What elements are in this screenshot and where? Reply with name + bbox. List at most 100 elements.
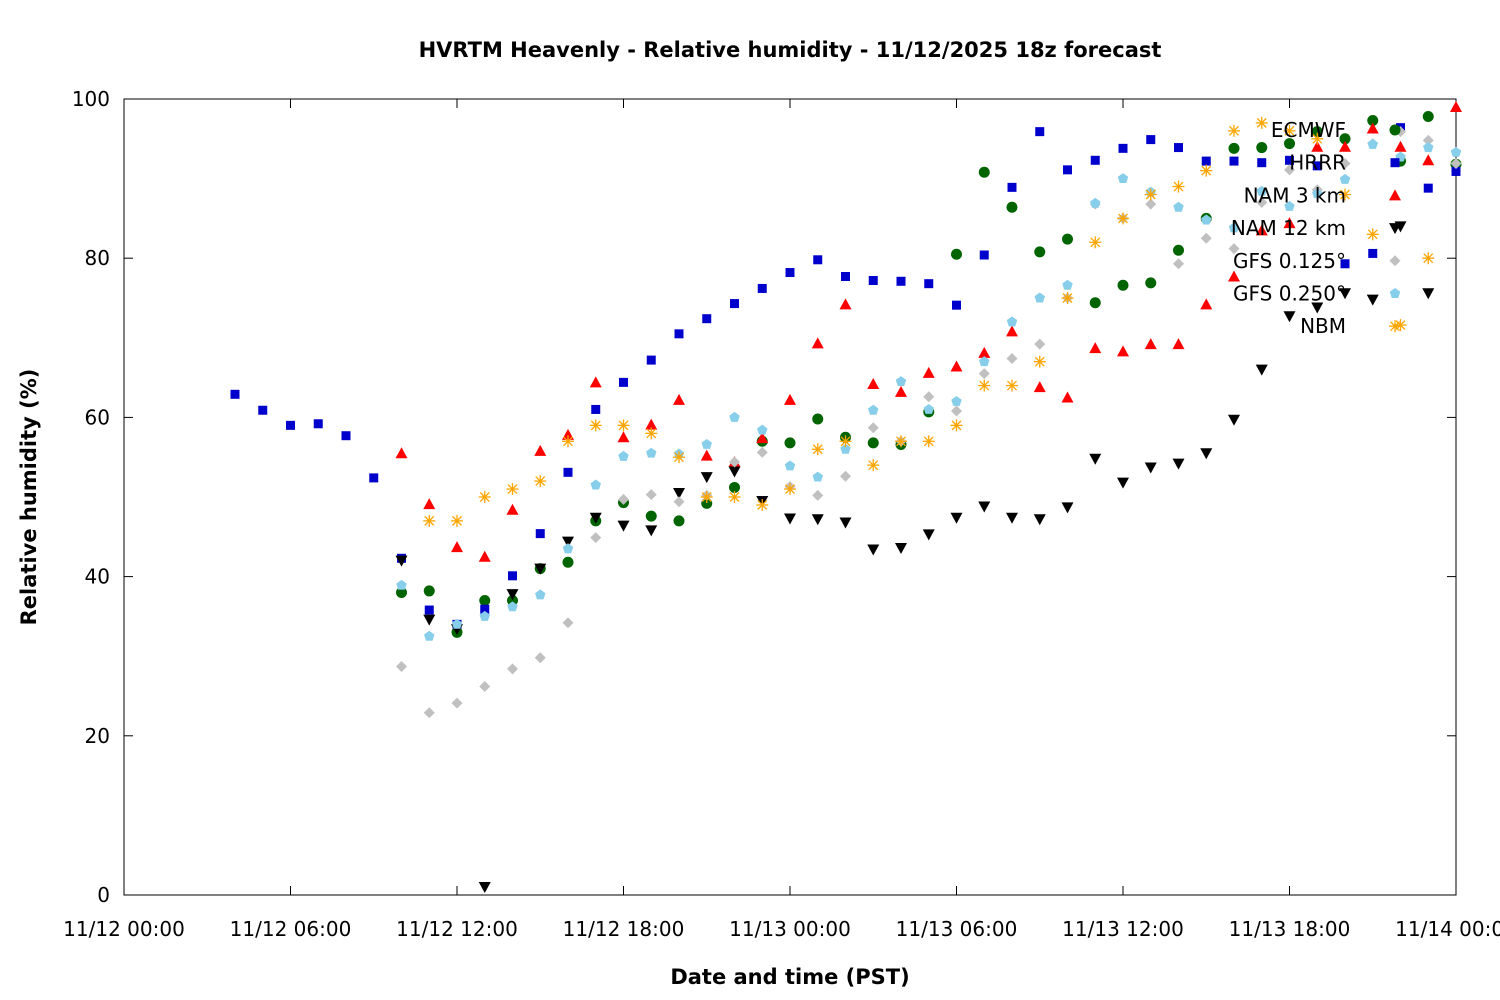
data-point-nbm [1311,132,1324,145]
data-point-nam-12-km [1144,462,1157,474]
data-point-gfs-0-125 [451,697,463,709]
data-point-hrrr [1340,259,1350,269]
data-point-gfs-0-125 [479,680,491,692]
data-point-gfs-0-250 [1367,138,1378,149]
data-point-hrrr [1229,156,1239,166]
data-point-hrrr [868,275,878,285]
data-point-nam-12-km [1422,288,1435,300]
data-point-hrrr [841,272,850,282]
data-point-hrrr [785,268,795,278]
data-point-nam-12-km [895,542,907,554]
data-point-gfs-0-250 [1228,222,1240,233]
data-point-nbm [617,419,630,432]
data-point-nbm [1006,379,1018,392]
data-point-ecmwf [645,510,657,522]
data-point-hrrr [1118,143,1128,153]
data-point-nbm [1366,228,1379,241]
data-point-ecmwf [812,413,824,425]
data-point-nam-3-km [978,346,991,358]
data-point-nbm [1089,236,1102,249]
data-point-hrrr [535,529,545,539]
data-point-nam-3-km [756,432,769,444]
data-point-nbm [506,483,519,496]
data-point-ecmwf [867,437,879,449]
data-point-nbm [1061,292,1074,304]
data-point-nam-3-km [1172,338,1185,350]
data-point-nbm [978,379,991,392]
data-point-nbm [645,427,658,440]
data-point-nam-3-km [950,360,963,372]
data-point-gfs-0-250 [840,443,851,454]
data-point-gfs-0-250 [1062,279,1073,290]
data-point-nbm [562,435,574,448]
data-point-gfs-0-250 [1256,185,1267,196]
data-point-gfs-0-125 [812,489,824,501]
data-point-nam-12-km [562,536,574,548]
data-point-nbm [1255,116,1268,129]
data-point-hrrr [480,604,490,614]
data-point-nbm [534,475,547,488]
data-point-gfs-0-125 [645,489,657,501]
data-point-gfs-0-250 [784,460,796,471]
data-point-nam-3-km [534,444,547,456]
x-tick-label: 11/13 12:00 [1062,917,1184,941]
data-point-gfs-0-125 [396,661,407,673]
y-tick-label: 80 [85,246,110,270]
data-point-ecmwf [1228,142,1240,154]
data-point-nbm [700,491,713,503]
data-point-gfs-0-125 [590,532,602,544]
data-point-gfs-0-250 [451,618,463,629]
data-point-nam-3-km [1228,270,1240,282]
data-point-nam-12-km [1200,448,1213,460]
data-point-gfs-0-250 [535,589,546,600]
legend-marker-gfs-0-125 [1389,255,1401,267]
data-point-nam-3-km [922,366,935,378]
data-point-nam-3-km [645,418,658,430]
data-point-gfs-0-125 [1450,157,1462,169]
data-point-ecmwf [1173,244,1184,256]
data-point-ecmwf [507,594,518,606]
data-point-ecmwf [1062,233,1073,245]
data-point-gfs-0-125 [1173,258,1184,270]
data-point-gfs-0-125 [534,652,546,664]
data-point-nam-12-km [978,501,991,513]
data-point-nam-3-km [1450,100,1462,112]
legend-label-nam-12-km: NAM 12 km [1231,216,1346,240]
data-point-nam-12-km [645,525,658,537]
data-point-nbm [811,443,824,456]
data-point-hrrr [1201,156,1211,166]
data-point-hrrr [508,571,517,581]
data-point-nbm [950,419,963,432]
data-point-gfs-0-250 [757,424,768,435]
data-point-hrrr [1007,182,1017,192]
legend-label-gfs-0-125: GFS 0.125° [1233,249,1346,273]
data-point-gfs-0-125 [840,470,851,482]
data-point-gfs-0-250 [729,411,740,422]
data-point-hrrr [1423,183,1433,193]
data-point-nbm [922,435,935,448]
y-tick-label: 0 [97,883,110,907]
data-point-nam-3-km [867,377,880,389]
data-point-hrrr [813,255,823,265]
data-point-nam-12-km [1255,364,1268,376]
data-point-nam-12-km [1061,502,1074,514]
data-point-gfs-0-125 [978,368,990,380]
data-point-hrrr [1174,143,1183,153]
data-point-gfs-0-125 [1145,198,1157,210]
data-point-nam-3-km [1394,140,1407,152]
data-point-gfs-0-250 [507,601,518,612]
data-point-gfs-0-125 [618,493,629,505]
data-point-nbm [1283,124,1296,137]
data-point-nam-3-km [1255,224,1268,236]
data-point-nam-3-km [1006,325,1018,337]
data-point-gfs-0-250 [1423,142,1434,153]
data-point-gfs-0-125 [1284,164,1295,176]
data-point-nam-12-km [1172,458,1185,470]
data-point-hrrr [674,329,684,339]
data-point-nbm [839,435,852,448]
legend-marker-nam-12-km [1389,223,1401,235]
data-point-gfs-0-250 [701,438,712,449]
data-point-nbm [1033,355,1046,368]
data-point-nam-12-km [700,472,713,484]
